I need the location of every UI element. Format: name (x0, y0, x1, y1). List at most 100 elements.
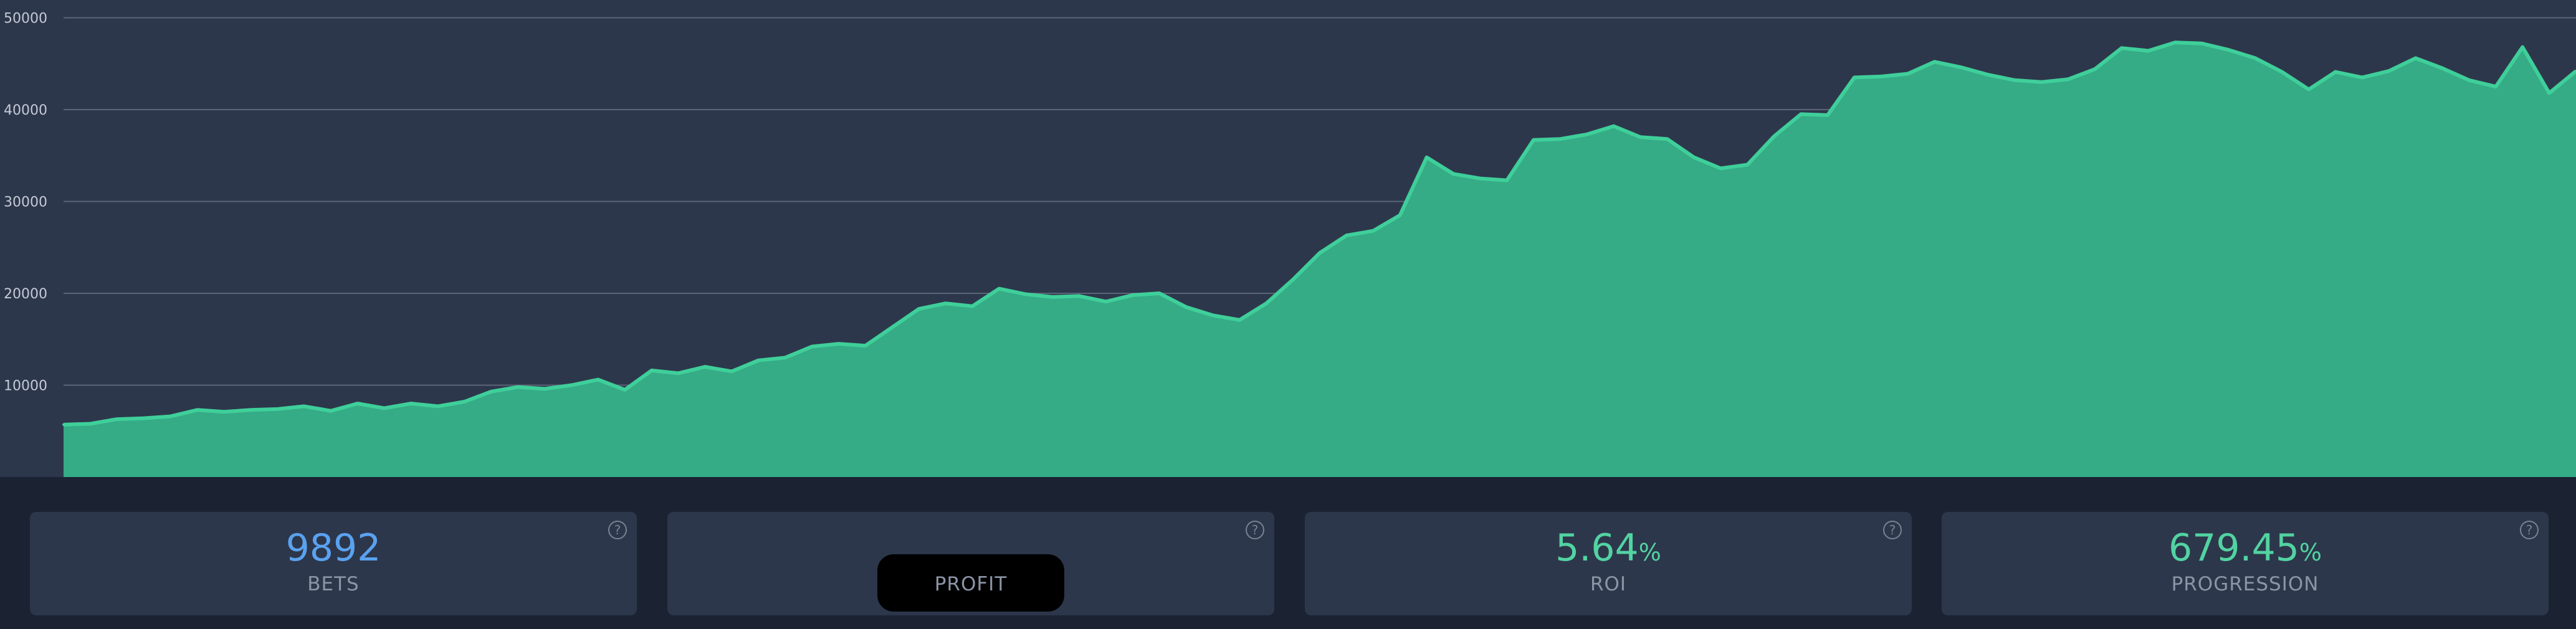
data-point (1479, 177, 1482, 180)
data-point (517, 385, 520, 389)
help-icon[interactable]: ? (1246, 521, 1264, 539)
data-point (1906, 72, 1909, 75)
data-point (1425, 156, 1428, 159)
help-icon[interactable]: ? (1883, 521, 1902, 539)
data-point (62, 423, 65, 426)
bets-value: 9892 (30, 523, 637, 577)
data-point (864, 344, 867, 348)
data-point (1879, 75, 1882, 78)
data-point (1078, 295, 1080, 298)
progression-number: 679.45 (2168, 526, 2299, 570)
y-axis-ticks: 10000 20000 30000 40000 50000 (4, 11, 47, 394)
data-point (2013, 78, 2016, 82)
data-point (2334, 70, 2337, 73)
series-area (64, 42, 2576, 477)
data-point (1853, 76, 1856, 79)
data-point (463, 400, 466, 403)
data-point (917, 308, 920, 311)
data-point (570, 384, 573, 387)
progression-label: PROGRESSION (2171, 573, 2319, 595)
data-point (2360, 76, 2364, 79)
help-icon[interactable]: ? (2520, 521, 2539, 539)
progression-unit: % (2299, 539, 2322, 566)
data-point (1719, 167, 1722, 170)
data-point (1639, 136, 1642, 139)
data-point (2120, 47, 2123, 50)
data-point (1532, 138, 1535, 141)
data-point (837, 343, 840, 346)
bets-label: BETS (307, 573, 360, 595)
data-point (329, 409, 332, 412)
help-icon[interactable]: ? (608, 521, 627, 539)
data-point (704, 366, 707, 368)
data-point (1319, 252, 1321, 255)
data-point (115, 418, 118, 421)
data-point (2468, 78, 2471, 82)
data-point (142, 417, 145, 420)
data-point (811, 345, 813, 348)
data-point (2067, 78, 2069, 81)
data-point (1051, 295, 1054, 298)
data-point (1800, 113, 1803, 116)
data-point (88, 422, 92, 425)
data-point (383, 407, 386, 410)
data-point (1960, 66, 1963, 69)
y-tick-label: 40000 (4, 103, 47, 118)
data-point (1505, 179, 1509, 182)
data-point (1612, 125, 1615, 128)
data-point (1211, 314, 1214, 317)
data-point (1345, 234, 1348, 237)
data-point (276, 407, 279, 410)
profit-value-redacted (877, 554, 1064, 612)
data-point (1158, 292, 1161, 295)
data-point (1238, 318, 1241, 321)
data-point (409, 402, 413, 405)
stat-card-progression: 679.45% PROGRESSION ? (1942, 512, 2549, 615)
data-point (1826, 113, 1829, 116)
data-point (2494, 85, 2497, 88)
roi-number: 5.64 (1555, 526, 1639, 570)
data-point (1265, 302, 1268, 305)
data-point (196, 409, 199, 412)
data-point (436, 405, 439, 408)
data-point (356, 402, 359, 405)
roi-label: ROI (1590, 573, 1627, 595)
data-point (998, 287, 1001, 290)
profit-chart: 10000 20000 30000 40000 50000 (0, 0, 2576, 477)
data-point (2441, 67, 2444, 70)
data-point (1773, 135, 1776, 138)
data-point (2521, 45, 2524, 49)
data-point (169, 415, 172, 418)
data-point (2548, 92, 2551, 95)
data-point (490, 390, 493, 393)
data-point (2414, 57, 2417, 60)
data-point (623, 388, 626, 391)
data-point (543, 387, 546, 390)
data-point (1131, 293, 1134, 296)
progression-value: 679.45% (1942, 523, 2549, 577)
stat-card-profit: PROFIT ? (667, 512, 1274, 615)
data-point (1185, 306, 1188, 309)
data-point (2200, 42, 2203, 45)
y-tick-label: 20000 (4, 286, 47, 302)
data-point (222, 410, 226, 414)
data-point (2227, 49, 2230, 52)
roi-value: 5.64% (1305, 523, 1912, 577)
stat-card-roi: 5.64% ROI ? (1305, 512, 1912, 615)
data-point (1692, 156, 1696, 159)
data-point (596, 378, 599, 381)
data-point (1559, 138, 1562, 141)
data-point (2147, 49, 2150, 52)
data-point (1104, 300, 1107, 303)
data-point (1292, 278, 1295, 281)
data-point (249, 409, 252, 412)
stat-card-bets: 9892 BETS ? (30, 512, 637, 615)
profit-area-chart: 10000 20000 30000 40000 50000 (4, 11, 2576, 477)
bets-number: 9892 (285, 526, 381, 570)
y-tick-label: 10000 (4, 379, 47, 394)
data-point (2254, 57, 2257, 60)
data-point (2307, 88, 2311, 91)
data-point (1024, 293, 1028, 296)
data-point (1585, 133, 1588, 136)
profit-label: PROFIT (934, 573, 1008, 595)
